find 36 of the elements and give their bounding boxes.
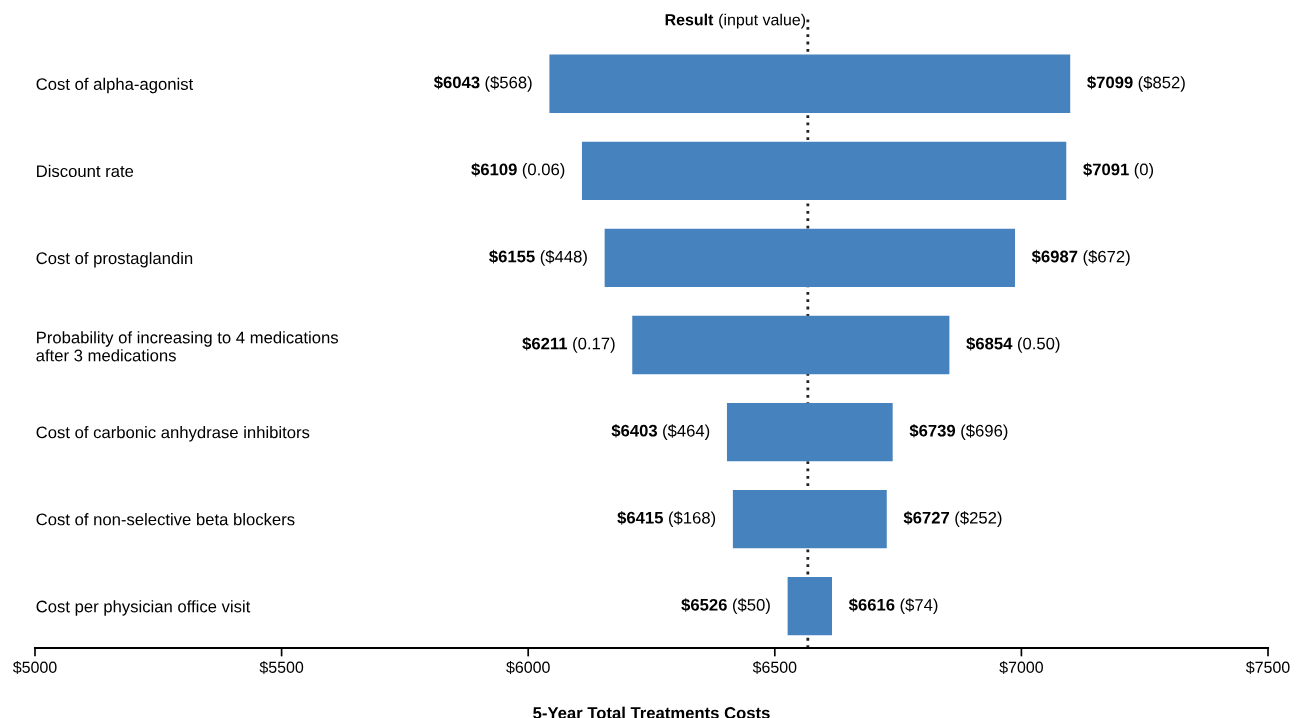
ref-line-label: Result (input value) xyxy=(665,13,806,29)
annotation: $6155 ($448) xyxy=(489,249,587,266)
x-tick-label: $5500 xyxy=(259,660,304,674)
x-tick-label: $7500 xyxy=(1245,660,1290,674)
y-tick-label: Probability of increasing to 4 medications after 3 medications xyxy=(36,331,339,362)
annotation: $6526 ($50) xyxy=(681,598,770,615)
y-tick-label: Discount rate xyxy=(37,164,134,178)
bar xyxy=(604,228,1015,288)
x-tick-label: $6500 xyxy=(752,660,797,674)
annotation: $6415 ($168) xyxy=(617,511,716,528)
x-tick-label: $5000 xyxy=(12,660,57,674)
annotation: $6403 ($464) xyxy=(611,424,710,440)
x-axis-title: 5-Year Total Treatments Costs xyxy=(533,706,770,718)
bar xyxy=(787,577,833,636)
y-tick-label: Cost per physician office visit xyxy=(36,600,251,616)
bar xyxy=(726,402,893,462)
y-tick-label: Cost of alpha-agonist xyxy=(36,77,194,94)
annotation: $7099 ($852) xyxy=(1087,75,1185,92)
x-tick-label: $7000 xyxy=(999,660,1043,674)
bar xyxy=(581,141,1067,201)
annotation: $6727 ($252) xyxy=(903,511,1002,528)
annotation: $6109 (0.06) xyxy=(471,162,565,179)
annotation: $6854 (0.50) xyxy=(966,336,1060,353)
annotation: $6043 ($568) xyxy=(433,75,532,92)
bar xyxy=(732,489,887,549)
y-tick-label: Cost of prostaglandin xyxy=(36,251,193,268)
annotation: $7091 (0) xyxy=(1083,162,1154,179)
x-tick-label: $6000 xyxy=(506,660,550,674)
bar xyxy=(632,315,950,375)
y-tick-label: Cost of non-selective beta blockers xyxy=(36,513,295,526)
annotation: $6987 ($672) xyxy=(1031,249,1130,266)
annotation: $6616 ($74) xyxy=(848,598,938,615)
annotation: $6211 (0.17) xyxy=(522,336,615,353)
bar xyxy=(549,54,1071,113)
y-tick-label: Cost of carbonic anhydrase inhibitors xyxy=(36,426,310,442)
annotation: $6739 ($696) xyxy=(909,424,1008,440)
